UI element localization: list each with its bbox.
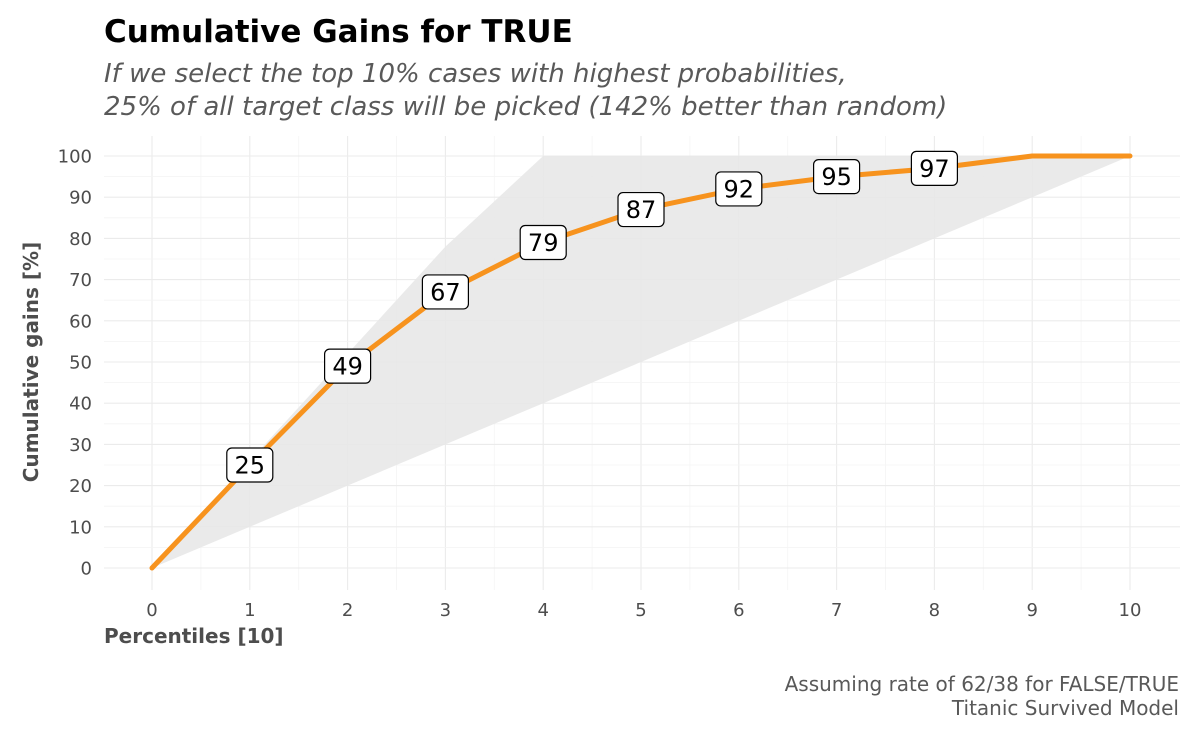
point-label: 97 <box>910 150 959 186</box>
x-tick-label: 5 <box>635 600 646 621</box>
point-labels: 25 49 67 79 87 92 95 97 <box>226 150 959 483</box>
point-label-text: 95 <box>821 163 852 191</box>
y-tick-label: 40 <box>69 394 92 415</box>
point-label-text: 97 <box>919 155 950 183</box>
point-label-text: 79 <box>528 229 559 257</box>
point-label: 67 <box>421 274 469 310</box>
point-label: 87 <box>617 191 665 228</box>
point-label: 49 <box>324 348 372 384</box>
x-tick-label: 10 <box>1119 600 1142 621</box>
y-tick-label: 50 <box>69 353 92 374</box>
point-label-box <box>226 447 274 483</box>
point-label-text: 25 <box>235 452 266 480</box>
caption-line-1: Assuming rate of 62/38 for FALSE/TRUE <box>784 672 1179 696</box>
subtitle-line-2: 25% of all target class will be picked (… <box>104 92 948 122</box>
subtitle-line-1: If we select the top 10% cases with high… <box>104 59 847 89</box>
gain-band <box>152 156 1130 568</box>
x-tick-label: 7 <box>831 600 842 621</box>
y-tick-label: 60 <box>69 311 92 332</box>
y-axis-ticks: 0 10 20 30 40 50 60 70 80 90 100 <box>58 147 92 580</box>
y-tick-label: 90 <box>69 188 92 209</box>
chart-caption: Assuming rate of 62/38 for FALSE/TRUE Ti… <box>785 672 1179 720</box>
caption-line-2: Titanic Survived Model <box>951 696 1179 720</box>
y-tick-label: 100 <box>58 147 92 168</box>
point-label-box <box>421 274 469 310</box>
point-label: 79 <box>519 224 567 261</box>
x-axis-title: Percentiles [10] <box>104 624 284 648</box>
chart-title: Cumulative Gains for TRUE <box>104 14 573 50</box>
point-label: 92 <box>715 171 763 207</box>
y-tick-label: 80 <box>69 229 92 250</box>
x-tick-label: 2 <box>342 600 353 621</box>
chart-subtitle: If we select the top 10% cases with high… <box>104 58 947 124</box>
y-tick-label: 70 <box>69 270 92 291</box>
x-tick-label: 8 <box>929 600 940 621</box>
y-axis-title: Cumulative gains [%] <box>19 242 43 482</box>
point-label-text: 92 <box>724 175 755 203</box>
point-label-box <box>910 150 959 186</box>
x-tick-label: 4 <box>537 600 548 621</box>
point-label-text: 67 <box>430 278 461 306</box>
x-tick-label: 0 <box>146 600 157 621</box>
optimal-random-band <box>152 156 1130 568</box>
x-axis-ticks: 0 1 2 3 4 5 6 7 8 9 10 <box>146 600 1141 621</box>
point-label-box <box>812 159 861 195</box>
x-tick-label: 1 <box>244 600 255 621</box>
y-tick-label: 20 <box>69 476 92 497</box>
y-tick-label: 30 <box>69 435 92 456</box>
point-label-box <box>617 191 665 228</box>
x-tick-label: 3 <box>440 600 451 621</box>
y-tick-label: 10 <box>69 517 92 538</box>
point-label-text: 87 <box>626 196 657 224</box>
y-tick-label: 0 <box>81 559 92 580</box>
point-label-box <box>519 224 567 261</box>
point-label-text: 49 <box>332 353 363 381</box>
point-label: 95 <box>812 159 861 195</box>
x-tick-label: 6 <box>733 600 744 621</box>
point-label-box <box>715 171 763 207</box>
point-label: 25 <box>226 447 274 483</box>
x-tick-label: 9 <box>1026 600 1037 621</box>
point-label-box <box>324 348 372 384</box>
